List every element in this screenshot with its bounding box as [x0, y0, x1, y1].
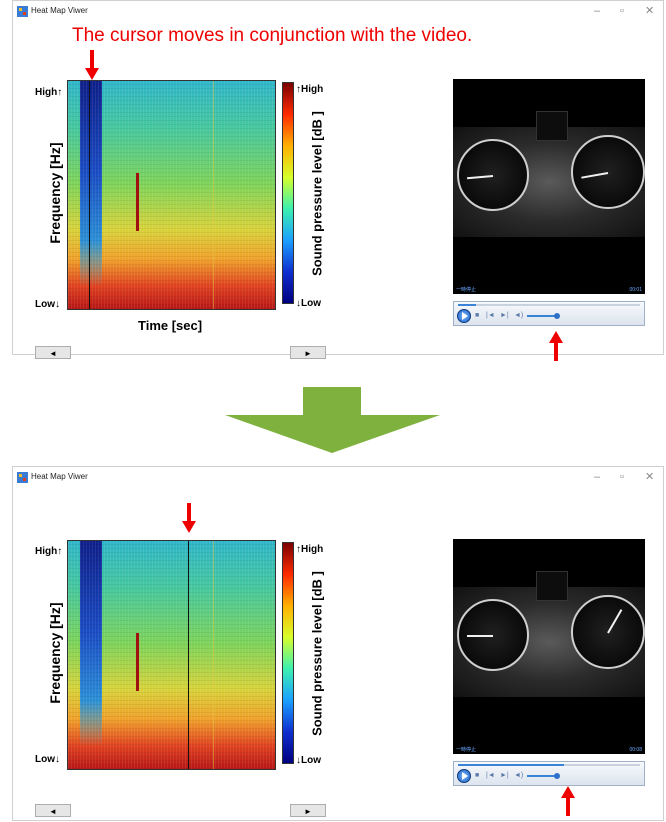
play-button[interactable] — [457, 309, 471, 323]
spectrogram-heatmap[interactable] — [67, 540, 276, 770]
previous-track-icon[interactable]: |◄ — [486, 772, 495, 779]
media-player-controls: ■ |◄ ►| ◄) — [453, 761, 645, 786]
app-icon — [17, 6, 28, 17]
x-axis-label: Time [sec] — [138, 318, 203, 333]
stop-icon[interactable]: ■ — [475, 772, 480, 779]
prev-button[interactable]: ◄ — [35, 804, 71, 817]
close-button[interactable]: ✕ — [645, 471, 655, 483]
minimize-button[interactable]: – — [594, 5, 601, 17]
y-axis-label: Frequency [Hz] — [47, 602, 63, 704]
previous-track-icon[interactable]: |◄ — [486, 312, 495, 319]
app-icon — [17, 472, 28, 483]
title-bar: Heat Map Viwer – ▫ ✕ — [13, 1, 663, 23]
window-title: Heat Map Viwer — [31, 472, 88, 481]
colorbar-high-label: ↑High — [296, 84, 324, 95]
maximize-button[interactable]: ▫ — [620, 5, 624, 17]
cursor-arrow-down-icon — [85, 50, 99, 80]
colorbar-low-label: ↓Low — [296, 298, 321, 309]
seek-arrow-up-icon — [549, 331, 563, 361]
colorbar-high-label: ↑High — [296, 544, 324, 555]
window-title: Heat Map Viwer — [31, 6, 88, 15]
colorbar — [282, 82, 294, 304]
next-track-icon[interactable]: ►| — [500, 312, 509, 319]
seek-bar[interactable] — [458, 304, 640, 306]
y-axis-label: Frequency [Hz] — [47, 142, 63, 244]
volume-slider[interactable] — [527, 773, 560, 779]
low-intensity-band — [80, 81, 102, 309]
tachometer-gauge — [457, 139, 529, 211]
time-cursor-line[interactable] — [88, 81, 90, 309]
colorbar-label: Sound pressure level [dB ] — [309, 571, 325, 736]
speedometer-gauge — [571, 135, 645, 209]
next-track-icon[interactable]: ►| — [500, 772, 509, 779]
center-display — [536, 571, 568, 601]
seek-arrow-up-icon — [561, 786, 575, 816]
playback-time: 00:08 — [629, 747, 642, 753]
maximize-button[interactable]: ▫ — [620, 471, 624, 483]
playback-time: 00:01 — [629, 287, 642, 293]
colorbar — [282, 542, 294, 764]
video-panel[interactable]: 一時停止 00:08 — [453, 539, 645, 754]
y-axis-low-label: Low↓ — [35, 754, 60, 765]
volume-slider[interactable] — [527, 313, 560, 319]
tonal-streak — [136, 633, 139, 691]
annotation-caption: The cursor moves in conjunction with the… — [72, 25, 473, 46]
speedometer-gauge — [571, 595, 645, 669]
y-axis-high-label: High↑ — [35, 87, 63, 98]
colorbar-label: Sound pressure level [dB ] — [309, 111, 325, 276]
volume-icon[interactable]: ◄) — [514, 312, 524, 319]
minimize-button[interactable]: – — [594, 471, 601, 483]
next-button[interactable]: ► — [290, 346, 326, 359]
close-button[interactable]: ✕ — [645, 5, 655, 17]
y-axis-high-label: High↑ — [35, 546, 63, 557]
tachometer-gauge — [457, 599, 529, 671]
media-player-controls: ■ |◄ ►| ◄) — [453, 301, 645, 326]
volume-icon[interactable]: ◄) — [514, 772, 524, 779]
center-display — [536, 111, 568, 141]
playback-status: 一時停止 — [456, 747, 477, 753]
colorbar-low-label: ↓Low — [296, 755, 321, 766]
video-panel[interactable]: 一時停止 00:01 — [453, 79, 645, 294]
next-button[interactable]: ► — [290, 804, 326, 817]
dashboard-image — [453, 127, 645, 237]
seek-bar[interactable] — [458, 764, 640, 766]
stop-icon[interactable]: ■ — [475, 312, 480, 319]
cursor-arrow-down-icon — [182, 503, 196, 533]
prev-button[interactable]: ◄ — [35, 346, 71, 359]
tonal-streak — [136, 173, 139, 231]
playback-status: 一時停止 — [456, 287, 477, 293]
title-bar: Heat Map Viwer – ▫ ✕ — [13, 467, 663, 489]
play-button[interactable] — [457, 769, 471, 783]
dashboard-image — [453, 587, 645, 697]
time-cursor-line[interactable] — [188, 541, 190, 769]
spectrogram-heatmap[interactable] — [67, 80, 276, 310]
transition-arrow-icon — [225, 387, 440, 453]
y-axis-low-label: Low↓ — [35, 299, 60, 310]
low-intensity-band — [80, 541, 102, 769]
